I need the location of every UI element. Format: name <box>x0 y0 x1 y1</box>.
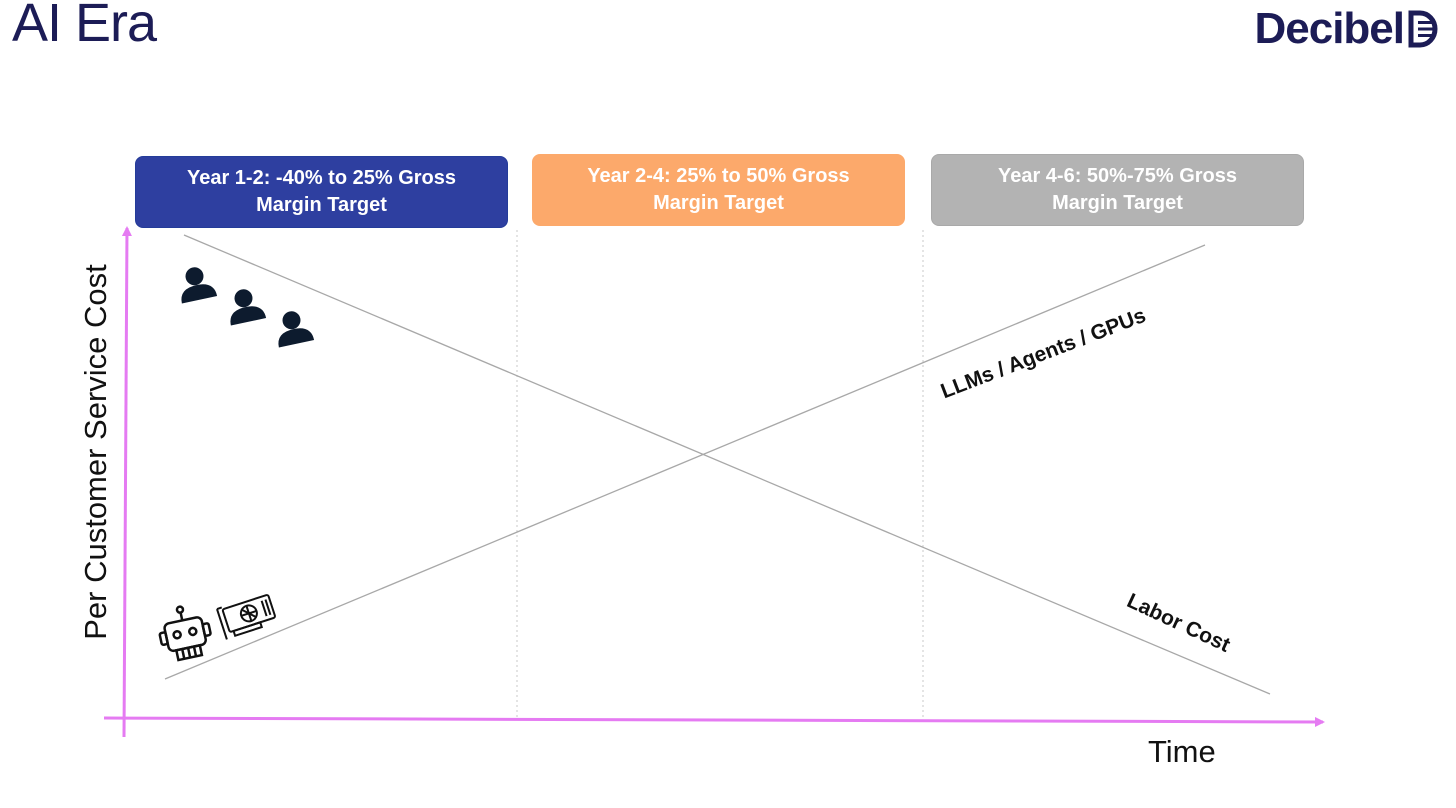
logo-mark-icon <box>1408 10 1438 48</box>
phase-box-year-1-2: Year 1-2: -40% to 25% Gross Margin Targe… <box>135 156 508 228</box>
x-axis-label: Time <box>1148 734 1216 769</box>
phase-1-line2: Margin Target <box>256 194 387 216</box>
ai-cost-line <box>164 244 1206 680</box>
phase-1-line1: Year 1-2: -40% to 25% Gross <box>186 167 456 189</box>
phase-3-line2: Margin Target <box>1052 192 1183 214</box>
robot-icon <box>158 605 212 662</box>
phase-2-line2: Margin Target <box>653 192 784 214</box>
phase-box-year-4-6: Year 4-6: 50%-75% Gross Margin Target <box>931 154 1304 226</box>
slide-title: AI Era <box>12 0 157 53</box>
logo-text: Decibel <box>1254 4 1405 53</box>
y-axis <box>121 226 132 738</box>
x-axis <box>103 716 1325 727</box>
phase-box-year-2-4: Year 2-4: 25% to 50% Gross Margin Target <box>532 154 905 226</box>
labor-cost-line <box>183 234 1271 695</box>
y-axis-label: Per Customer Service Cost <box>78 264 113 640</box>
phase-3-line1: Year 4-6: 50%-75% Gross <box>997 165 1238 187</box>
people-icon <box>181 267 315 348</box>
logo: Decibel <box>1254 4 1438 54</box>
gpu-icon <box>216 594 276 640</box>
phase-2-line1: Year 2-4: 25% to 50% Gross <box>587 165 850 187</box>
